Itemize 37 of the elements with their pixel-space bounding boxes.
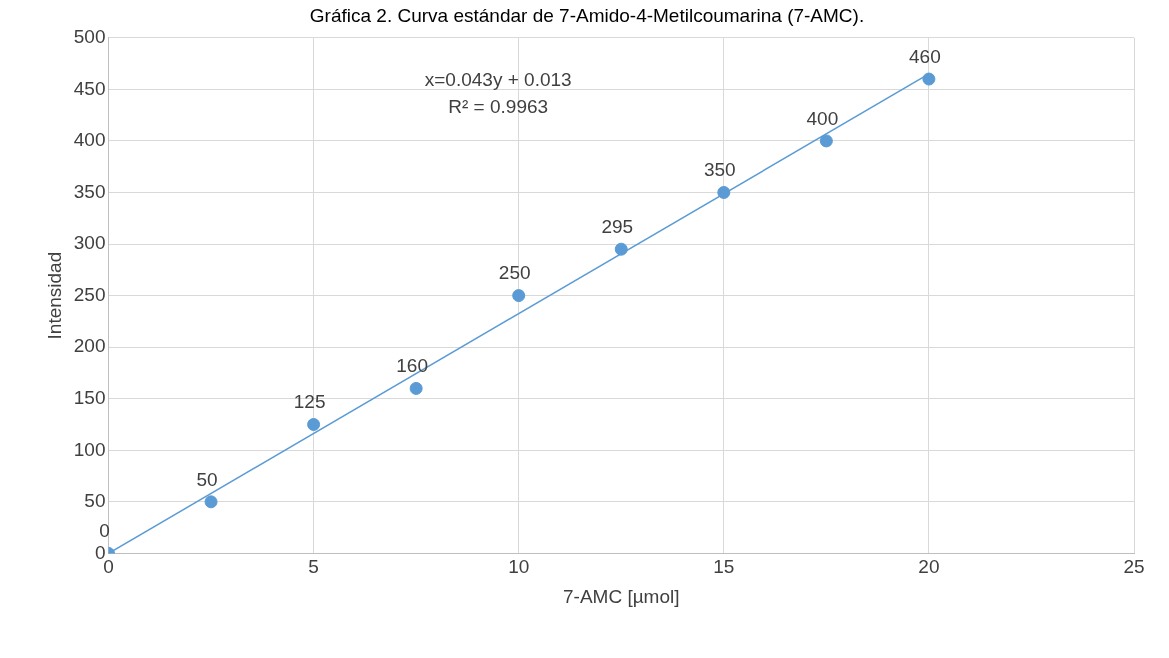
x-tick-label: 25: [1123, 556, 1145, 578]
point: [307, 418, 321, 431]
y-tick-label: 200: [73, 335, 106, 357]
data-label: 400: [806, 107, 839, 129]
data-label: 250: [498, 262, 531, 284]
data-label: 50: [196, 468, 218, 490]
x-tick-label: 15: [713, 556, 735, 578]
y-axis-title: Intensidad: [43, 251, 65, 340]
y-tick-label: 450: [73, 77, 106, 99]
annotation: x=0.043y + 0.013: [424, 68, 572, 90]
x-tick-label: 5: [308, 556, 319, 578]
y-tick-label: 50: [84, 490, 106, 512]
point: [614, 242, 628, 256]
point: [409, 381, 423, 395]
y-tick-label: 500: [73, 26, 106, 48]
chart-title: Gráfica 2. Curva estándar de 7-Amido-4-Metilcoumarina (7-AMC).: [309, 4, 865, 26]
y-tick-label: 100: [73, 438, 106, 460]
point: [819, 134, 833, 148]
x-axis-title: 7-AMC [µmol]: [562, 585, 680, 607]
x-tick-label: 10: [508, 556, 530, 578]
y-tick-label: 150: [73, 386, 106, 408]
y-tick-label: 350: [73, 180, 106, 202]
x-tick-label: 20: [918, 556, 940, 578]
annotation: R² = 0.9963: [448, 95, 549, 117]
point: [717, 185, 731, 199]
data-label: 350: [703, 159, 736, 181]
data-label: 125: [293, 391, 326, 413]
data-label: 460: [909, 45, 941, 67]
data-label: 160: [396, 355, 428, 377]
y-tick-label: 300: [73, 232, 106, 254]
data-label: 295: [601, 215, 634, 237]
point: [922, 72, 936, 86]
point: [204, 495, 218, 509]
y-tick-label: 250: [73, 283, 106, 305]
y-tick-label: 400: [73, 129, 106, 151]
point: [512, 289, 526, 303]
y-tick-label: 0: [94, 541, 106, 563]
